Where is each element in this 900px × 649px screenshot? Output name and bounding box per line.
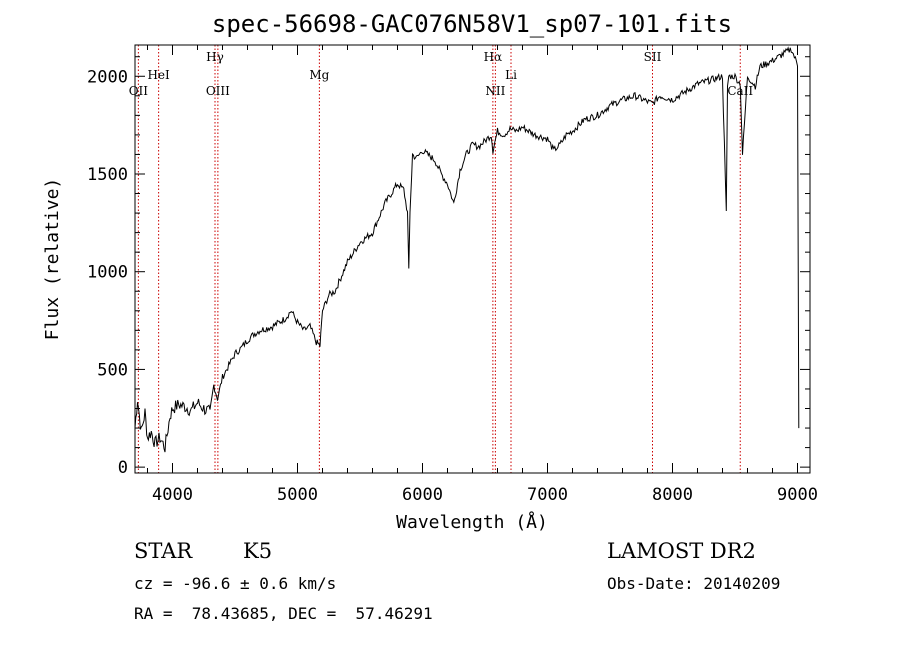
x-tick-label: 4000 [152,485,193,505]
spectral-line-label: Li [505,68,517,82]
x-tick-label: 9000 [777,485,818,505]
y-axis-ticks: 0 500 1000 1500 2000 [87,56,810,478]
x-tick-label: 5000 [277,485,318,505]
object-type-label: STAR [134,539,193,563]
spectral-line-label: SII [644,50,662,64]
x-axis-ticks: 4000 5000 6000 7000 8000 9000 [147,45,818,505]
subclass-label: K5 [243,539,273,563]
y-tick-label: 2000 [87,67,128,87]
y-tick-label: 1500 [87,165,128,185]
redshift-label: cz = -96.6 ± 0.6 km/s [134,574,337,593]
x-tick-label: 8000 [652,485,693,505]
chart-title: spec-56698-GAC076N58V1_sp07-101.fits [212,10,732,38]
spectral-line-label: HeI [147,68,170,82]
survey-label: LAMOST DR2 [607,539,756,563]
coordinates-label: RA = 78.43685, DEC = 57.46291 [134,604,433,623]
y-tick-label: 1000 [87,263,128,283]
x-tick-label: 6000 [402,485,443,505]
spectral-line-label: OIII [206,84,230,98]
y-tick-label: 0 [118,458,128,478]
spectral-line-label: OII [129,84,149,98]
y-axis-label: Flux (relative) [42,178,63,341]
x-tick-label: 7000 [527,485,568,505]
spectral-line-label: Hα [484,50,503,64]
spectral-line-label: NII [485,84,505,98]
plot-frame [134,44,811,474]
y-tick-label: 500 [97,360,128,380]
x-axis-label: Wavelength (Å) [396,511,548,533]
spectral-line-label: Mg [309,68,329,82]
spectrum-line [134,46,800,453]
spectral-line-label: Hγ [206,50,224,64]
obs-date-label: Obs-Date: 20140209 [607,574,781,593]
